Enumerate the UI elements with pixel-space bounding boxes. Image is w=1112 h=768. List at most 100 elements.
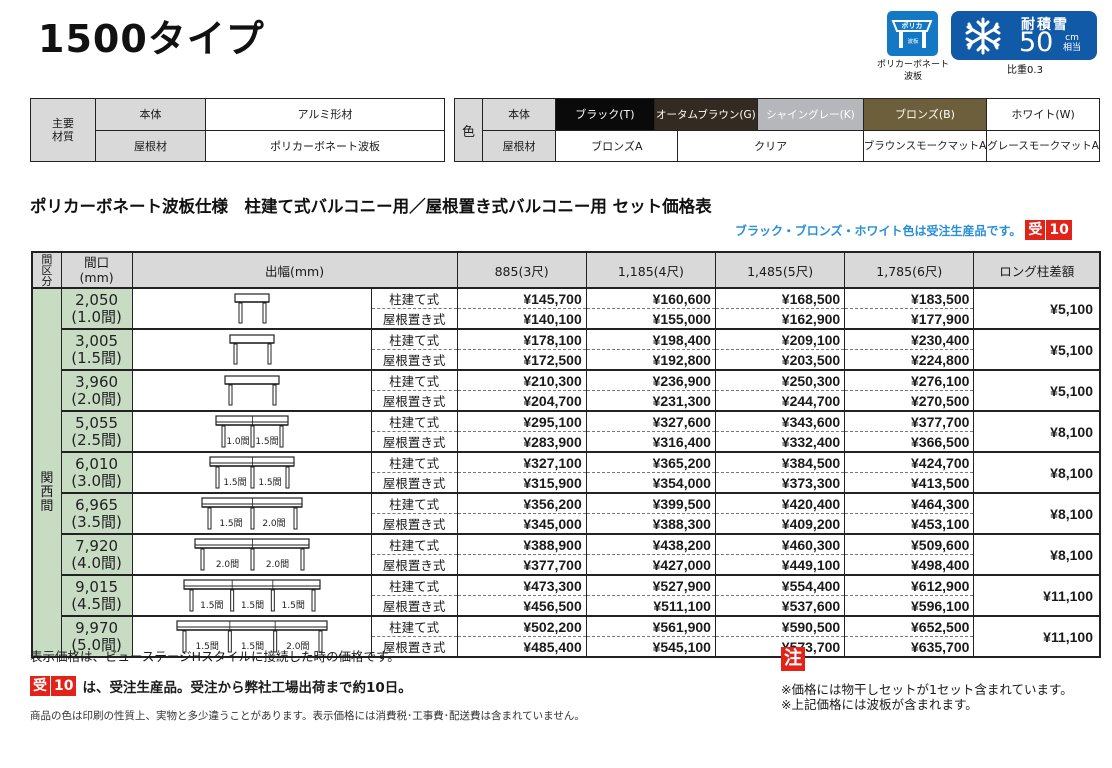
balcony-diagram-icon: 1.0間 1.5間 [214, 414, 289, 447]
price-cell: ¥155,000 [585, 308, 716, 329]
price-cell: ¥561,900 [585, 615, 716, 637]
price-cell: ¥413,500 [844, 472, 975, 493]
materials-table: 主要材質 本体 アルミ形材 屋根材 ポリカーボネート波板 [30, 98, 445, 162]
svg-text:1.5間: 1.5間 [219, 518, 242, 529]
price-cell: ¥652,500 [844, 615, 975, 637]
price-cell: ¥178,100 [456, 328, 587, 350]
price-cell: ¥449,100 [714, 554, 846, 575]
price-cell: ¥327,100 [456, 451, 587, 473]
svg-text:1.5間: 1.5間 [223, 477, 246, 488]
price-cell: ¥473,300 [456, 574, 587, 596]
table-row: 3,005 (1.5間) 柱建て式 ¥178,100 ¥198,400 ¥209,100 ¥… [32, 328, 1101, 370]
price-cell: ¥498,400 [844, 554, 975, 575]
snowflake-icon [965, 17, 1001, 55]
table-row: 屋根置き式 ¥172,500 ¥192,800 ¥203,500 ¥224,800 [32, 349, 1100, 370]
roof-color-brown-smoke: ブラウンスモークマットA [862, 129, 988, 162]
price-cell: ¥270,500 [844, 390, 975, 411]
price-cell: ¥409,200 [714, 513, 846, 534]
color-header: 色 [454, 98, 483, 162]
materials-header: 主要材質 [30, 98, 96, 162]
price-cell: ¥343,600 [714, 410, 846, 432]
color-swatch-autumn-brown: オータムブラウン(G) [653, 98, 759, 131]
long-post-diff: ¥5,100 [973, 328, 1101, 370]
svg-text:1.5間: 1.5間 [195, 641, 218, 652]
type-post: 柱建て式 [370, 287, 458, 309]
roof-color-label: 屋根材 [481, 129, 557, 162]
balcony-diagram: 2.0間 2.0間 [131, 533, 372, 575]
svg-text:1.5間: 1.5間 [200, 600, 223, 611]
long-post-diff: ¥8,100 [973, 410, 1101, 452]
color-swatch-bronze: ブロンズ(B) [862, 98, 988, 131]
table-row: 屋根置き式 ¥377,700 ¥427,000 ¥449,100 ¥498,400 [32, 554, 1100, 575]
span-cell: 6,965 (3.5間) [60, 492, 133, 534]
page-title: 1500タイプ [38, 17, 265, 61]
long-post-diff: ¥8,100 [973, 533, 1101, 575]
svg-text:2.0間: 2.0間 [215, 559, 238, 570]
type-roof: 屋根置き式 [370, 431, 458, 452]
price-cell: ¥236,900 [585, 369, 716, 391]
snow-load-badge: 耐積雪 50 cm 相当 [951, 11, 1097, 60]
made-to-order-badge: 受 10 [30, 676, 77, 696]
balcony-diagram [131, 369, 372, 411]
span-cell: 6,010 (3.0間) [60, 451, 133, 493]
price-cell: ¥224,800 [844, 349, 975, 370]
price-cell: ¥332,400 [714, 431, 846, 452]
snow-load-unit: cm 相当 [1063, 33, 1082, 53]
col-header-region: 間区分 [31, 251, 62, 289]
roof-color-gray-smoke: グレースモークマットA [986, 129, 1100, 162]
price-cell: ¥509,600 [844, 533, 975, 555]
long-post-diff: ¥8,100 [973, 492, 1101, 534]
table-row: 9,015 (4.5間) 1.5間 1.5間 1.5間 柱建て式 ¥473,300 ¥527,… [32, 574, 1101, 616]
table-row: 3,960 (2.0間) 柱建て式 ¥210,300 ¥236,900 ¥250,300 ¥… [32, 369, 1101, 411]
material-value: ポリカーボネート波板 [205, 129, 445, 162]
type-post: 柱建て式 [370, 574, 458, 596]
notice-text: ブラック・ブロンズ・ホワイト色は受注生産品です。 [735, 223, 1022, 238]
span-cell: 3,005 (1.5間) [60, 328, 133, 370]
type-post: 柱建て式 [370, 451, 458, 473]
price-cell: ¥198,400 [585, 328, 716, 350]
price-cell: ¥612,900 [844, 574, 975, 596]
footer-note-lead-time: 受 10 は、受注生産品。受注から弊社工場出荷まで約10日。 [30, 676, 412, 696]
table-row: 6,965 (3.5間) 1.5間 2.0間 柱建て式 ¥356,200 ¥399,500 ¥… [32, 492, 1101, 534]
poly-caption-line2: 波板 [903, 72, 922, 82]
balcony-diagram-icon: 1.5間 1.5間 1.5間 [182, 578, 321, 611]
svg-text:1.5間: 1.5間 [281, 600, 304, 611]
footer-note-disclaimer: 商品の色は印刷の性質上、実物と多少違うことがあります。表示価格には消費税･工事費… [30, 710, 585, 722]
balcony-diagram [131, 287, 372, 329]
price-cell: ¥283,900 [456, 431, 587, 452]
price-table: 間区分 間口(mm) 出幅(mm) 885(3尺) 1,185(4尺) 1,48… [31, 251, 1101, 658]
price-cell: ¥427,000 [585, 554, 716, 575]
long-post-diff: ¥11,100 [973, 615, 1101, 657]
price-cell: ¥203,500 [714, 349, 846, 370]
color-swatch-shine-gray: シャイングレー(K) [757, 98, 864, 131]
type-roof: 屋根置き式 [370, 554, 458, 575]
price-cell: ¥250,300 [714, 369, 846, 391]
price-cell: ¥545,100 [585, 636, 716, 657]
note-badge: 注 [781, 647, 805, 671]
svg-text:1.5間: 1.5間 [258, 477, 281, 488]
footer-note-connection: 表示価格は、ビューステージHスタイルに接続した時の価格です。 [30, 649, 400, 664]
svg-text:2.0間: 2.0間 [265, 559, 288, 570]
type-post: 柱建て式 [370, 615, 458, 637]
balcony-diagram-icon [233, 292, 270, 323]
balcony-diagram-icon: 1.5間 2.0間 [200, 496, 303, 529]
span-cell: 3,960 (2.0間) [60, 369, 133, 411]
price-cell: ¥160,600 [585, 287, 716, 309]
table-row: 5,055 (2.5間) 1.0間 1.5間 柱建て式 ¥295,100 ¥327,600 ¥… [32, 410, 1101, 452]
long-post-diff: ¥5,100 [973, 369, 1101, 411]
price-cell: ¥172,500 [456, 349, 587, 370]
roof-color-clear: クリア [677, 129, 864, 162]
price-cell: ¥590,500 [714, 615, 846, 637]
svg-text:2.0間: 2.0間 [262, 518, 285, 529]
price-cell: ¥573,700 [714, 636, 846, 657]
svg-text:1.5間: 1.5間 [240, 600, 263, 611]
balcony-diagram-icon [228, 333, 275, 364]
price-cell: ¥192,800 [585, 349, 716, 370]
price-cell: ¥438,200 [585, 533, 716, 555]
span-cell: 9,970 (5.0間) [60, 615, 133, 657]
long-post-diff: ¥8,100 [973, 451, 1101, 493]
type-roof: 屋根置き式 [370, 636, 458, 657]
col-header-1185: 1,185(4尺) [585, 251, 716, 289]
price-cell: ¥209,100 [714, 328, 846, 350]
price-cell: ¥244,700 [714, 390, 846, 411]
